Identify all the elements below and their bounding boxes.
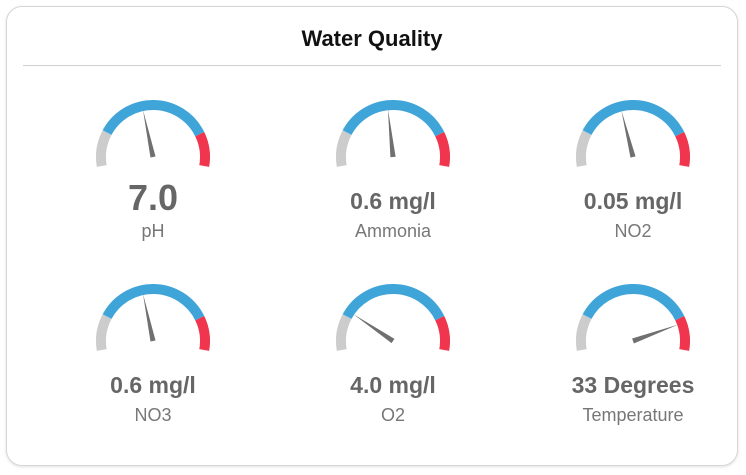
high-zone-arc <box>195 316 210 351</box>
high-zone-arc <box>435 132 450 167</box>
water-quality-card: Water Quality 7.0 pH 0.6 mg/l Ammonia 0.… <box>6 6 738 466</box>
temperature-gauge-dial <box>576 284 690 351</box>
gauge-needle <box>143 110 156 158</box>
low-zone-arc <box>576 314 592 351</box>
gauge-label: Ammonia <box>354 221 432 241</box>
gauge-needle <box>632 324 679 344</box>
ph-gauge-dial <box>96 100 210 167</box>
normal-zone-arc <box>582 284 685 321</box>
gauge-value: 0.05 mg/l <box>583 188 683 214</box>
gauge-label: NO3 <box>134 405 172 425</box>
gauge-label: Temperature <box>582 405 684 425</box>
gauge-label: O2 <box>380 405 405 425</box>
high-zone-arc <box>195 132 210 167</box>
no2-gauge-dial <box>576 100 690 167</box>
no3-gauge-dial <box>96 284 210 351</box>
low-zone-arc <box>96 130 112 167</box>
ammonia-gauge-dial <box>336 100 450 167</box>
gauge-value: 0.6 mg/l <box>110 372 196 398</box>
low-zone-arc <box>576 130 592 167</box>
normal-zone-arc <box>102 284 205 321</box>
gauge-needle <box>387 109 396 158</box>
gauge-label: pH <box>141 221 165 241</box>
normal-zone-arc <box>102 100 205 137</box>
gauge-needle <box>353 314 395 344</box>
title-divider <box>23 65 721 66</box>
gauge-no3: 0.6 mg/l NO3 <box>53 279 253 439</box>
gauge-value: 0.6 mg/l <box>350 188 436 214</box>
normal-zone-arc <box>342 284 445 321</box>
gauge-o2: 4.0 mg/l O2 <box>293 279 493 439</box>
gauge-needle <box>143 294 156 342</box>
card-title: Water Quality <box>301 26 443 51</box>
o2-gauge-dial <box>336 284 450 351</box>
gauge-no2: 0.05 mg/l NO2 <box>533 95 733 255</box>
gauge-value: 7.0 <box>127 177 179 218</box>
gauge-ammonia: 0.6 mg/l Ammonia <box>293 95 493 255</box>
low-zone-arc <box>336 130 352 167</box>
low-zone-arc <box>336 314 352 351</box>
gauge-value: 4.0 mg/l <box>350 372 436 398</box>
high-zone-arc <box>675 316 690 351</box>
gauge-needle <box>621 110 636 158</box>
normal-zone-arc <box>342 100 445 137</box>
high-zone-arc <box>435 316 450 351</box>
normal-zone-arc <box>582 100 685 137</box>
gauge-value: 33 Degrees <box>571 372 695 398</box>
gauge-ph: 7.0 pH <box>53 95 253 255</box>
high-zone-arc <box>675 132 690 167</box>
gauge-temperature: 33 Degrees Temperature <box>533 279 733 439</box>
gauge-label: NO2 <box>614 221 652 241</box>
low-zone-arc <box>96 314 112 351</box>
